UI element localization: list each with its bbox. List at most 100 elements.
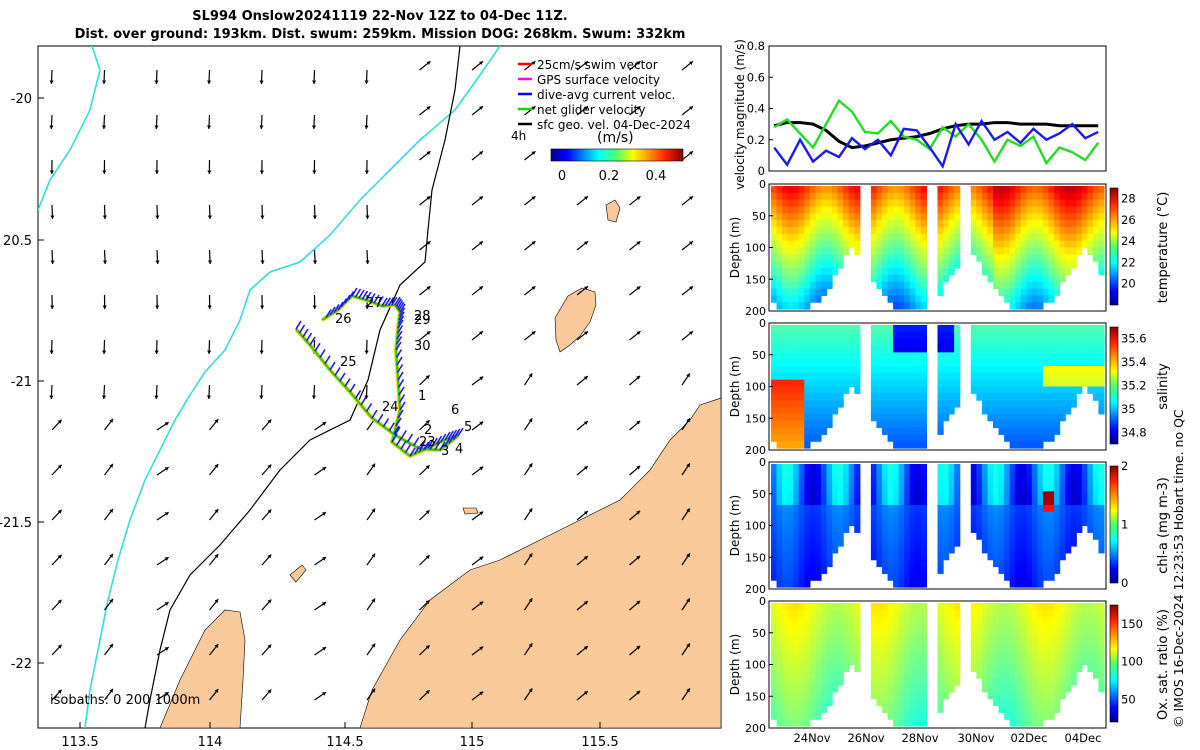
heatmap-cell <box>848 352 855 360</box>
current-arrow-head <box>259 395 264 399</box>
heatmap-cell <box>1059 331 1066 340</box>
heatmap-cell <box>1037 295 1044 303</box>
heatmap-cell <box>798 254 805 262</box>
heatmap-cell <box>1026 518 1033 527</box>
heatmap-cell <box>893 505 900 513</box>
heatmap-cell <box>798 240 805 249</box>
heatmap-cell <box>798 268 805 276</box>
heatmap-cell <box>1026 685 1033 693</box>
heatmap-cell <box>1020 477 1027 486</box>
heatmap-cell <box>987 247 994 255</box>
heatmap-cell <box>1081 477 1088 486</box>
heatmap-cell <box>904 379 911 388</box>
heatmap-cell <box>882 413 889 422</box>
heatmap-cell <box>787 671 794 679</box>
current-arrow-head <box>479 466 484 471</box>
current-arrow-head <box>109 688 113 693</box>
heatmap-cell <box>809 261 816 269</box>
heatmap-cell <box>798 372 805 381</box>
heatmap-cell <box>970 470 977 479</box>
heatmap-cell <box>1076 206 1083 214</box>
heatmap-cell <box>904 477 911 486</box>
heatmap-cell <box>1020 498 1027 506</box>
heatmap-cell <box>1042 657 1050 666</box>
heatmap-cell <box>987 637 994 645</box>
glider-track <box>294 287 464 459</box>
heatmap-cell <box>793 484 800 492</box>
heatmap-cell <box>976 637 983 645</box>
heatmap-cell <box>915 691 922 700</box>
heatmap-cell <box>981 657 989 666</box>
heatmap-cell <box>1004 637 1011 645</box>
heatmap-cell <box>954 616 961 625</box>
heatmap-cell <box>776 678 783 686</box>
heatmap-cell <box>898 552 905 561</box>
heatmap-cell <box>1048 359 1055 367</box>
heatmap-cell <box>1059 254 1066 262</box>
heatmap-cell <box>993 345 1000 353</box>
heatmap-cell <box>998 511 1005 520</box>
current-arrow-head <box>102 170 107 174</box>
heatmap-cell <box>820 698 828 707</box>
heatmap-cell <box>948 678 955 686</box>
heatmap-cell <box>826 691 833 700</box>
heatmap-cell <box>876 623 883 631</box>
heatmap-cell <box>1048 609 1055 618</box>
heatmap-cell <box>832 644 839 652</box>
heatmap-cell <box>793 199 800 208</box>
dive-current-vector <box>396 300 404 309</box>
heatmap-cell <box>948 220 955 228</box>
heatmap-cell <box>1042 206 1050 214</box>
heatmap-cell <box>1076 247 1083 255</box>
heatmap-cell <box>887 400 894 408</box>
heatmap-cell <box>1009 393 1016 401</box>
heatmap-cell <box>870 413 878 422</box>
heatmap-cell <box>1098 470 1105 479</box>
heatmap-cell <box>771 352 778 360</box>
current-arrow-head <box>636 241 641 246</box>
heatmap-cell <box>815 366 822 374</box>
heatmap-cell <box>793 525 800 533</box>
heatmap-cell <box>870 247 878 255</box>
time-tick-label: 26Nov <box>847 731 884 745</box>
heatmap-cell <box>915 281 922 290</box>
heatmap-cell <box>870 352 878 360</box>
heatmap-cell <box>848 491 855 499</box>
heatmap-cell <box>920 505 927 513</box>
heatmap-cell <box>943 644 950 652</box>
heatmap-cell <box>1076 338 1083 347</box>
heatmap-cell <box>1092 240 1100 249</box>
heatmap-cell <box>1015 295 1022 303</box>
heatmap-cell <box>882 609 889 618</box>
heatmap-cell <box>771 192 778 201</box>
dive-current-vector <box>396 325 404 334</box>
heatmap-cell <box>848 206 855 214</box>
heatmap-cell <box>876 420 883 429</box>
heatmap-cell <box>809 352 816 360</box>
heatmap-cell <box>776 705 783 713</box>
heatmap-cell <box>798 712 805 720</box>
heatmap-cell <box>832 609 839 618</box>
heatmap-cell <box>832 407 839 415</box>
heatmap-cell <box>771 213 778 221</box>
heatmap-cell <box>826 664 833 672</box>
heatmap-cell <box>1037 359 1044 367</box>
heatmap-cell <box>815 712 822 720</box>
heatmap-cell <box>909 491 916 499</box>
heatmap-cell <box>882 213 889 221</box>
heatmap-cell <box>898 240 905 249</box>
heatmap-cell <box>820 206 828 214</box>
heatmap-cell <box>1070 393 1077 401</box>
heatmap-cell <box>1059 199 1066 208</box>
heatmap-cell <box>1048 268 1055 276</box>
heatmap-cell <box>948 352 955 360</box>
heatmap-cell <box>826 331 833 340</box>
heatmap-cell <box>1020 206 1027 214</box>
heatmap-cell <box>898 338 905 347</box>
heatmap-cell <box>993 637 1000 645</box>
heatmap-cell <box>882 657 889 666</box>
heatmap-cell <box>948 525 955 533</box>
heatmap-cell <box>776 240 783 249</box>
heatmap-cell <box>909 559 916 568</box>
